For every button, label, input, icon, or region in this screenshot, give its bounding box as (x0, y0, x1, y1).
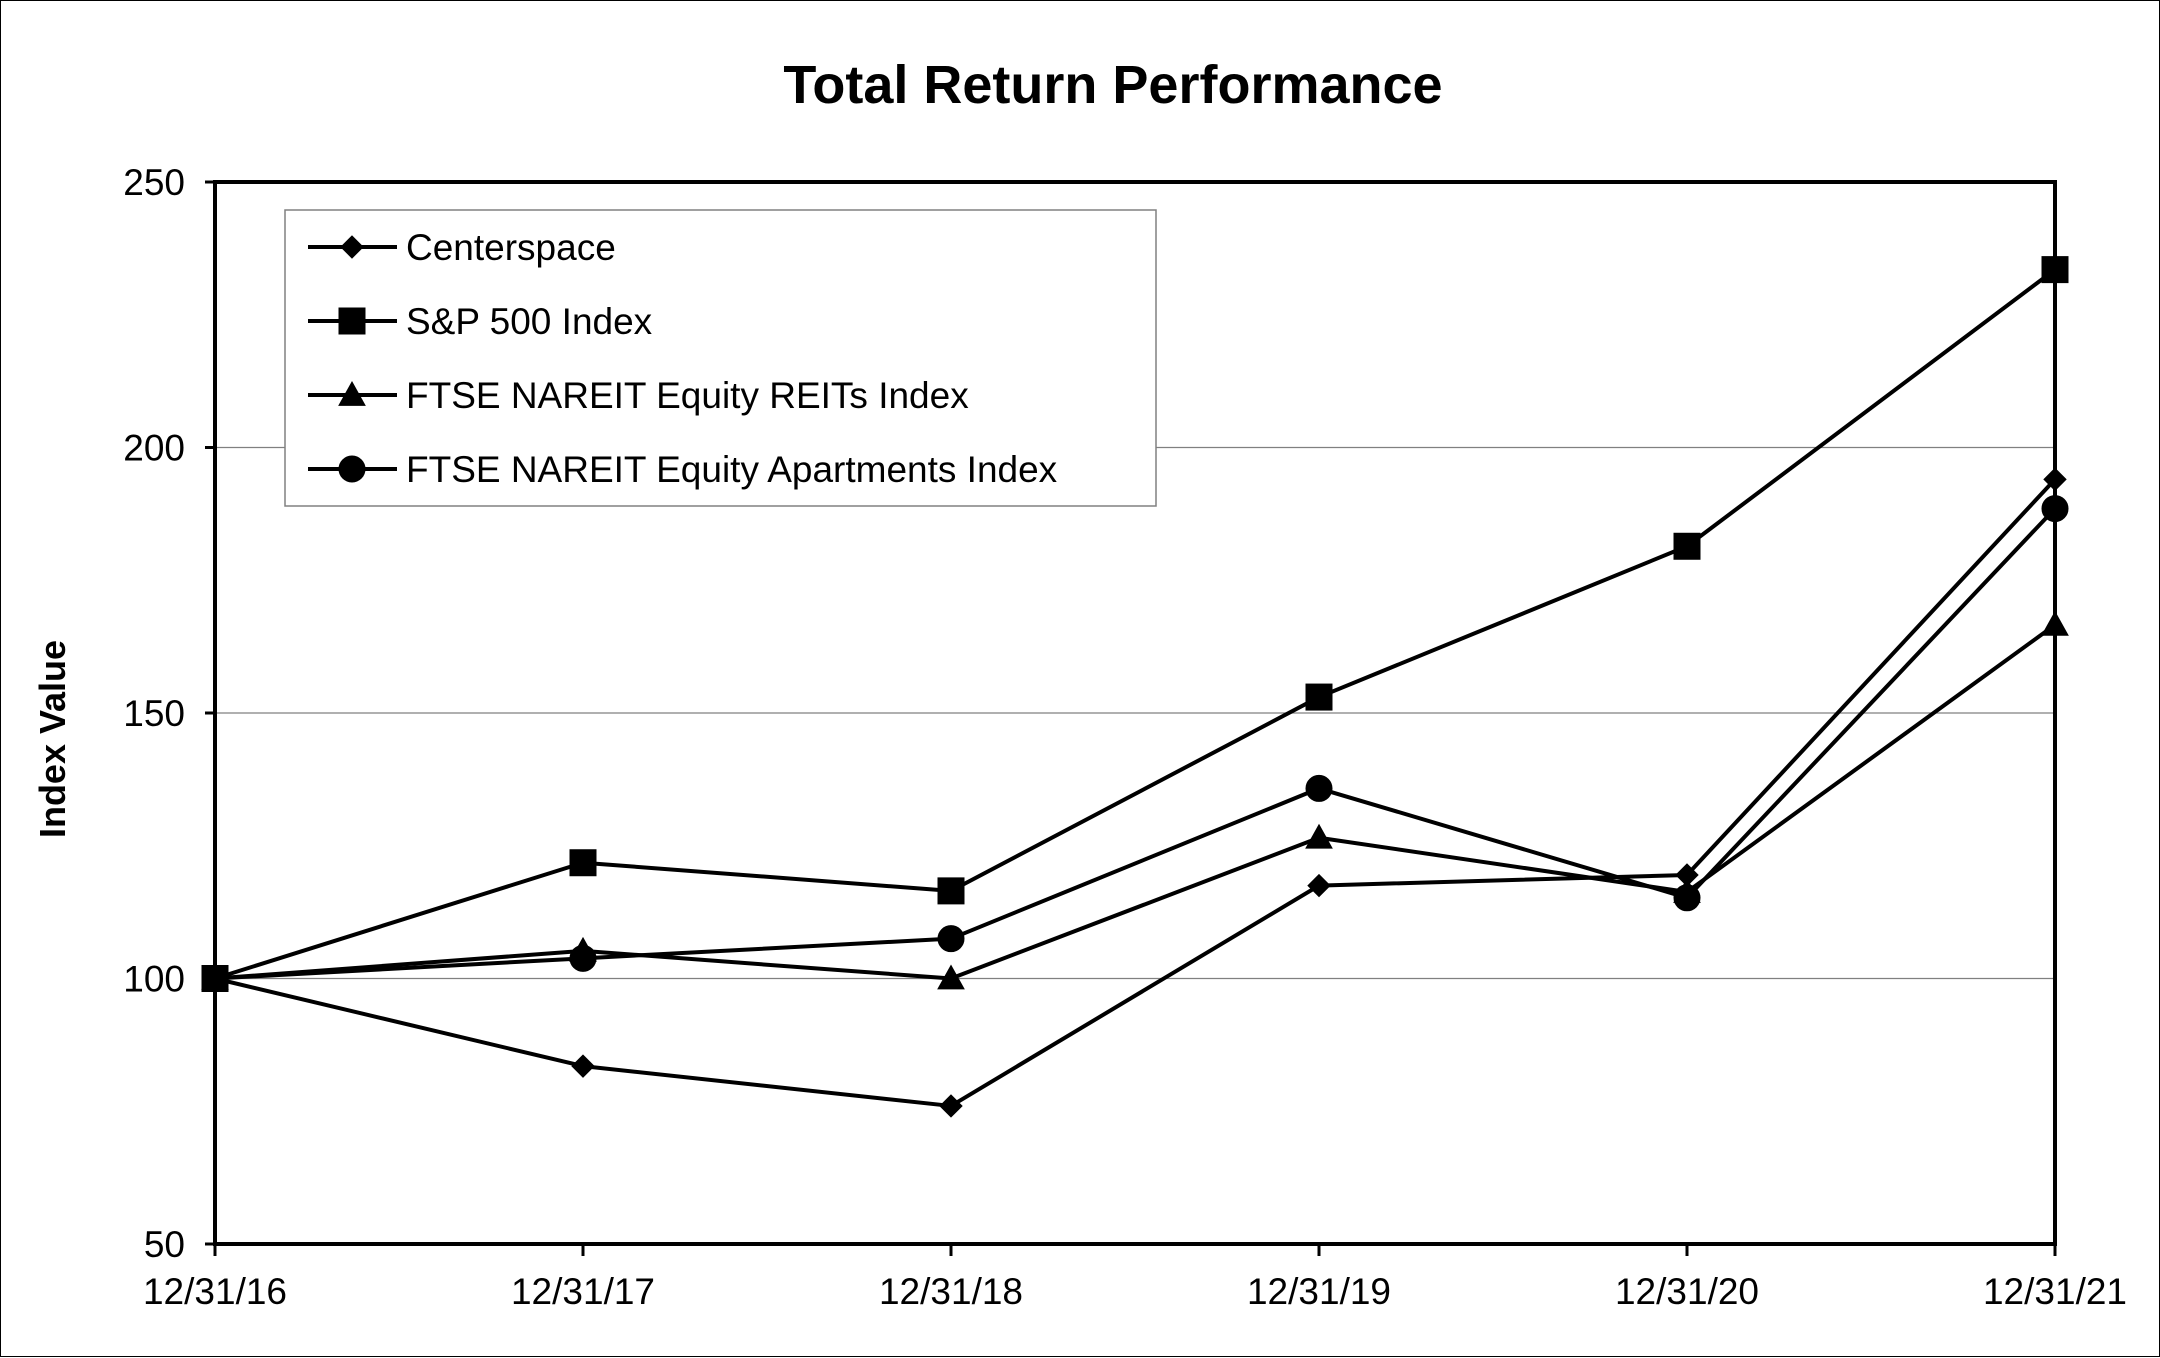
legend-entry: Centerspace (308, 227, 616, 268)
data-point (1673, 884, 1701, 912)
y-tick-label: 250 (123, 162, 185, 203)
data-point (1307, 873, 1331, 898)
legend-label: FTSE NAREIT Equity REITs Index (406, 375, 969, 416)
data-point (939, 1094, 963, 1118)
y-tick-label: 200 (123, 428, 185, 469)
legend-entry: FTSE NAREIT Equity REITs Index (308, 375, 969, 416)
y-axis-title: Index Value (32, 640, 73, 838)
data-point (937, 925, 965, 953)
legend-marker (340, 235, 364, 259)
legend-label: S&P 500 Index (406, 301, 653, 342)
x-tick-label: 12/31/17 (511, 1271, 655, 1312)
data-point (571, 1054, 595, 1078)
x-tick-label: 12/31/20 (1615, 1271, 1759, 1312)
data-point (1305, 823, 1333, 849)
y-tick-label: 100 (123, 959, 185, 1000)
data-point (937, 964, 965, 990)
series-line (214, 507, 2057, 981)
grid-lines (215, 446, 2055, 980)
data-point (569, 944, 597, 972)
y-tick-label: 50 (144, 1224, 185, 1265)
data-point (1305, 683, 1333, 711)
data-point (1673, 532, 1701, 560)
x-tick-label: 12/31/19 (1247, 1271, 1391, 1312)
legend-label: Centerspace (406, 227, 616, 268)
data-point (1305, 774, 1333, 802)
y-tick-label: 150 (123, 693, 185, 734)
series-line (214, 623, 2057, 981)
x-tick-label: 12/31/18 (879, 1271, 1023, 1312)
legend-label: FTSE NAREIT Equity Apartments Index (406, 449, 1058, 490)
legend-marker (338, 455, 366, 483)
data-point (569, 849, 597, 877)
series-ftse-nareit-equity-apartments-index (201, 495, 2069, 992)
x-tick-label: 12/31/16 (143, 1271, 287, 1312)
legend-box (284, 209, 1157, 507)
series-line (214, 268, 2057, 981)
series-ftse-nareit-equity-reits-index (201, 610, 2069, 990)
legend-entry: S&P 500 Index (308, 301, 653, 342)
legend-marker (338, 307, 366, 335)
series-line (214, 477, 2057, 1108)
data-point (937, 877, 965, 905)
x-tick-label: 12/31/21 (1983, 1271, 2127, 1312)
axes: 50 100 150 200 250 12/31/16 12/31/17 12/31/18 12… (123, 162, 2127, 1312)
legend-marker (338, 380, 366, 406)
chart-title: Total Return Performance (783, 55, 1442, 115)
legend-entry: FTSE NAREIT Equity Apartments Index (308, 449, 1058, 490)
legend: Centerspace S&P 500 Index FTSE NAREIT Equi… (284, 209, 1157, 507)
